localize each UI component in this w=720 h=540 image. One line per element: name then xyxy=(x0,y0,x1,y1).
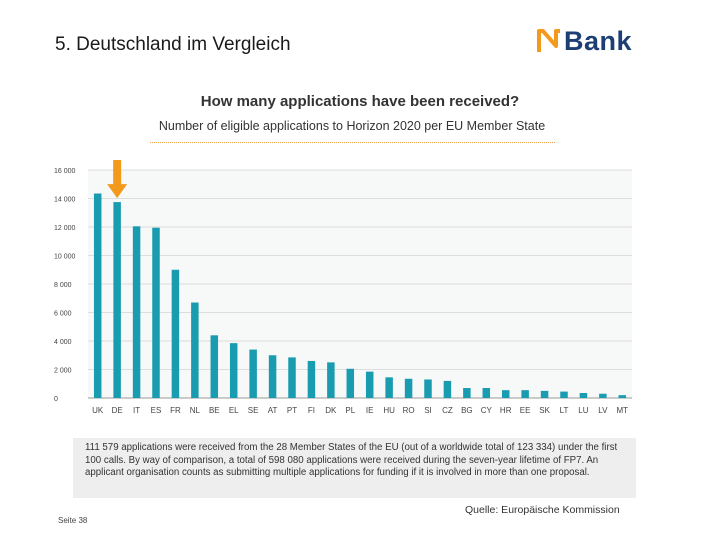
bar-sk xyxy=(540,390,549,398)
x-tick-label: PL xyxy=(345,406,355,415)
x-tick-label: LT xyxy=(560,406,569,415)
x-tick-label: SE xyxy=(248,406,259,415)
chart-title: How many applications have been received… xyxy=(200,93,520,110)
bar-cy xyxy=(482,388,491,398)
x-tick-label: DE xyxy=(112,406,123,415)
bar-de xyxy=(113,202,121,398)
y-tick-label: 10 000 xyxy=(54,254,76,261)
bar-bg xyxy=(463,388,471,398)
y-tick-label: 4 000 xyxy=(54,339,72,346)
bar-it xyxy=(132,226,141,398)
x-tick-label: ES xyxy=(151,406,162,415)
y-tick-label: 16 000 xyxy=(54,168,76,175)
bar-ie xyxy=(365,371,374,398)
x-tick-label: AT xyxy=(268,406,278,415)
page-number: Seite 38 xyxy=(58,516,88,525)
y-tick-label: 12 000 xyxy=(54,225,76,232)
bar-cz xyxy=(443,380,452,398)
bar-si xyxy=(424,379,432,398)
bar-hu xyxy=(385,377,393,398)
nbank-logo: Bank xyxy=(537,26,632,56)
source-credit: Quelle: Europäische Kommission xyxy=(465,504,620,516)
bar-nl xyxy=(191,302,199,398)
x-tick-label: EL xyxy=(229,406,239,415)
note-box xyxy=(73,438,636,498)
y-tick-label: 0 xyxy=(54,396,58,403)
bar-uk xyxy=(93,193,102,398)
slide-title: 5. Deutschland im Vergleich xyxy=(55,34,291,55)
bar-pt xyxy=(288,357,296,398)
bar-mt xyxy=(618,395,627,398)
x-tick-label: NL xyxy=(190,406,201,415)
chart-note: 111 579 applications were received from … xyxy=(85,442,618,478)
bar-ro xyxy=(404,378,413,398)
highlight-arrow-icon xyxy=(107,160,128,199)
x-tick-label: FI xyxy=(308,406,315,415)
x-tick-label: LV xyxy=(598,406,608,415)
bar-fi xyxy=(307,360,316,398)
x-tick-label: SK xyxy=(539,406,550,415)
x-tick-label: BG xyxy=(461,406,473,415)
dotted-divider xyxy=(150,142,555,143)
bar-fr xyxy=(171,269,180,398)
x-tick-label: IE xyxy=(366,406,374,415)
bar-lt xyxy=(560,391,568,398)
x-tick-label: MT xyxy=(617,406,629,415)
bar-lv xyxy=(599,393,607,398)
x-tick-label: EE xyxy=(520,406,531,415)
y-tick-label: 6 000 xyxy=(54,311,72,318)
bar-at xyxy=(268,355,277,398)
bar-dk xyxy=(327,362,335,398)
x-tick-label: HU xyxy=(383,406,395,415)
bar-ee xyxy=(521,390,529,398)
x-tick-label: FR xyxy=(170,406,181,415)
bar-lu xyxy=(579,393,588,398)
logo-n-mark xyxy=(537,29,560,52)
x-tick-label: DK xyxy=(325,406,337,415)
bar-be xyxy=(210,335,219,398)
x-tick-label: HR xyxy=(500,406,512,415)
bar-pl xyxy=(346,368,355,398)
y-tick-label: 14 000 xyxy=(54,197,76,204)
x-tick-label: RO xyxy=(403,406,415,415)
bar-el xyxy=(229,343,238,398)
x-tick-label: CY xyxy=(481,406,493,415)
bar-se xyxy=(249,349,257,398)
chart-subtitle: Number of eligible applications to Horiz… xyxy=(158,119,546,133)
x-tick-label: CZ xyxy=(442,406,453,415)
x-tick-label: UK xyxy=(92,406,104,415)
logo-text: Bank xyxy=(564,26,633,56)
y-tick-label: 8 000 xyxy=(54,282,72,289)
bar-es xyxy=(152,227,160,398)
x-tick-label: BE xyxy=(209,406,220,415)
x-tick-label: IT xyxy=(133,406,140,415)
x-tick-label: LU xyxy=(578,406,588,415)
x-tick-label: SI xyxy=(424,406,432,415)
bar-hr xyxy=(501,390,510,398)
bar-chart: 0 2 000 4 000 6 000 8 000 10 000 12 000 14 000 1… xyxy=(54,160,632,415)
y-tick-label: 2 000 xyxy=(54,368,72,375)
x-tick-label: PT xyxy=(287,406,297,415)
